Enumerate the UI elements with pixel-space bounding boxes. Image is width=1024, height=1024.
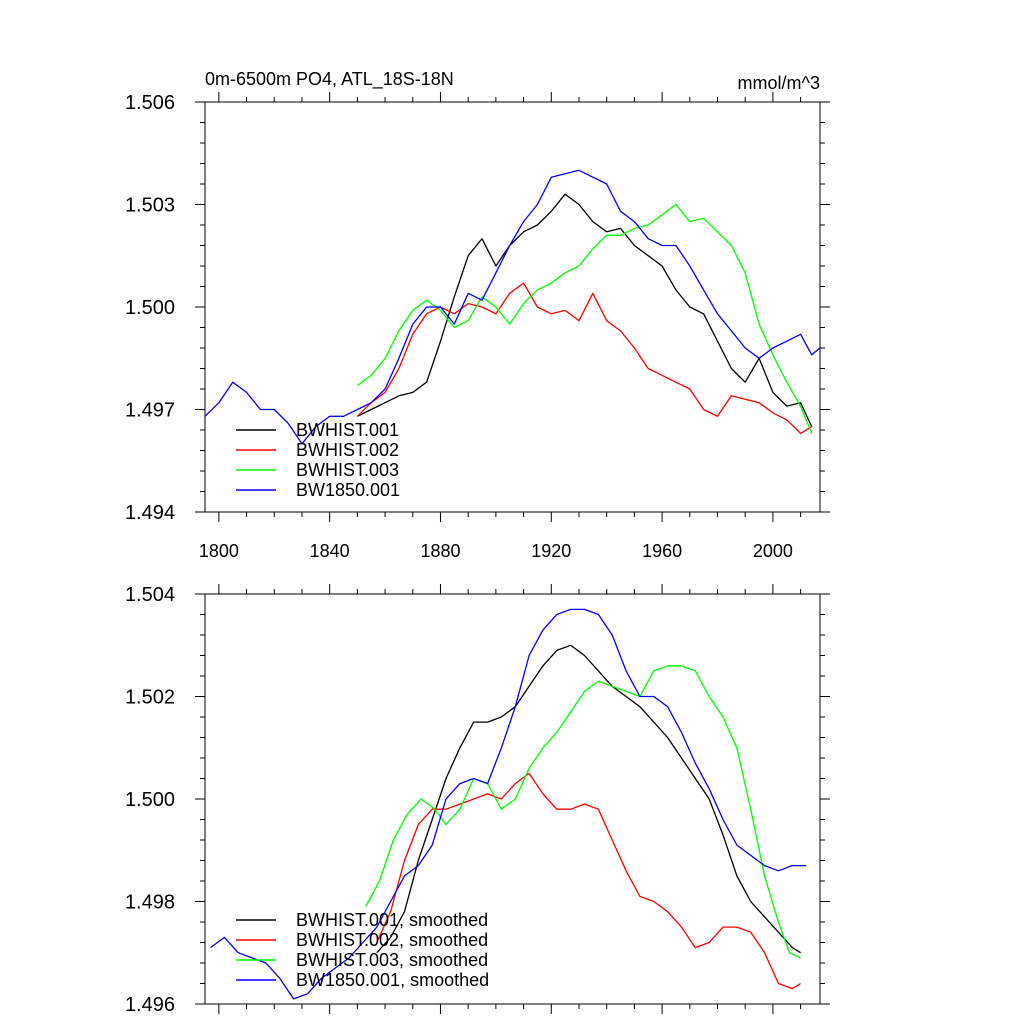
y-tick-label: 1.497 <box>125 400 175 422</box>
y-tick-label: 1.503 <box>125 195 175 217</box>
series-line-bwhist-002 <box>356 282 813 435</box>
series-line-bw1850-001 <box>204 169 821 445</box>
x-tick-label: 1840 <box>310 541 350 561</box>
legend-label: BWHIST.003 <box>296 460 399 480</box>
y-tick-label: 1.506 <box>125 92 175 114</box>
top-chart-units: mmol/m^3 <box>738 73 820 93</box>
y-tick-label: 1.502 <box>125 687 175 709</box>
legend-label: BW1850.001, smoothed <box>296 970 489 990</box>
y-tick-label: 1.494 <box>125 502 175 524</box>
top-chart-title: 0m-6500m PO4, ATL_18S-18N <box>205 69 454 90</box>
x-tick-label: 1800 <box>199 541 239 561</box>
y-tick-label: 1.500 <box>125 789 175 811</box>
legend-label: BWHIST.002 <box>296 440 399 460</box>
x-tick-label: 1920 <box>531 541 571 561</box>
legend-label: BW1850.001 <box>296 480 400 500</box>
legend-label: BWHIST.003, smoothed <box>296 950 488 970</box>
y-tick-label: 1.504 <box>125 584 175 606</box>
legend-label: BWHIST.001, smoothed <box>296 910 488 930</box>
series-line-bw1850-001-smoothed <box>210 608 807 1000</box>
legend-label: BWHIST.002, smoothed <box>296 930 488 950</box>
y-tick-label: 1.500 <box>125 297 175 319</box>
series-line-bwhist-003-smoothed <box>365 665 801 959</box>
x-tick-label: 1880 <box>420 541 460 561</box>
y-tick-label: 1.498 <box>125 892 175 914</box>
series-line-bwhist-003 <box>357 203 813 434</box>
y-tick-label: 1.496 <box>125 994 175 1016</box>
top-series-group <box>204 169 821 445</box>
bottom-series-group <box>210 608 807 1000</box>
bottom-panel: 1.496 1.498 1.500 1.502 1.504 BWHIST.001, sm… <box>125 584 830 1016</box>
top-axis-ticks: 1800 1840 1880 1920 1960 2000 1.494 1.497 1.500 1… <box>125 92 830 561</box>
top-panel: 0m-6500m PO4, ATL_18S-18N mmol/m^3 1800 1… <box>125 69 830 561</box>
x-tick-label: 2000 <box>753 541 793 561</box>
series-line-bwhist-001-smoothed <box>376 644 801 954</box>
bottom-axis-ticks: 1.496 1.498 1.500 1.502 1.504 <box>125 584 830 1016</box>
legend-label: BWHIST.001 <box>296 420 399 440</box>
series-line-bwhist-001 <box>357 193 813 427</box>
series-line-bwhist-002-smoothed <box>376 772 801 990</box>
x-tick-label: 1960 <box>642 541 682 561</box>
